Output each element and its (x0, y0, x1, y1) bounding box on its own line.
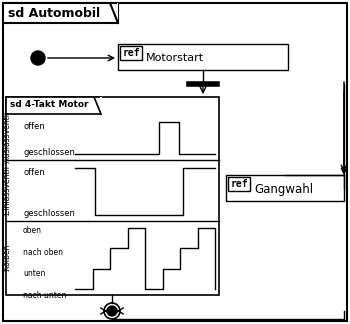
Circle shape (107, 306, 117, 316)
Bar (120, 46, 142, 60)
Text: :Kolben: :Kolben (2, 244, 12, 272)
Text: :Auslassventil: :Auslassventil (2, 110, 12, 164)
Text: sd 4-Takt Motor: sd 4-Takt Motor (10, 100, 89, 109)
Bar (228, 177, 250, 191)
Text: unten: unten (23, 269, 46, 278)
Bar (6, 97, 219, 295)
Text: ref: ref (122, 48, 140, 58)
Bar (117, 3, 118, 23)
Circle shape (31, 51, 45, 65)
Text: sd Automobil: sd Automobil (8, 7, 100, 20)
Bar (226, 175, 344, 201)
Text: offen: offen (23, 122, 45, 131)
Text: geschlossen: geschlossen (23, 148, 75, 157)
Bar (118, 44, 288, 70)
Bar (100, 97, 102, 114)
Text: offen: offen (23, 168, 45, 177)
Text: geschlossen: geschlossen (23, 209, 75, 218)
Text: Motorstart: Motorstart (146, 53, 204, 63)
Bar (6, 97, 101, 114)
Text: Gangwahl: Gangwahl (254, 182, 313, 195)
Text: oben: oben (23, 226, 42, 235)
Bar (3, 3, 118, 23)
Text: ref: ref (230, 179, 248, 189)
Text: nach unten: nach unten (23, 291, 66, 300)
Text: nach oben: nach oben (23, 248, 63, 257)
Text: :Einlassventil: :Einlassventil (2, 165, 12, 216)
